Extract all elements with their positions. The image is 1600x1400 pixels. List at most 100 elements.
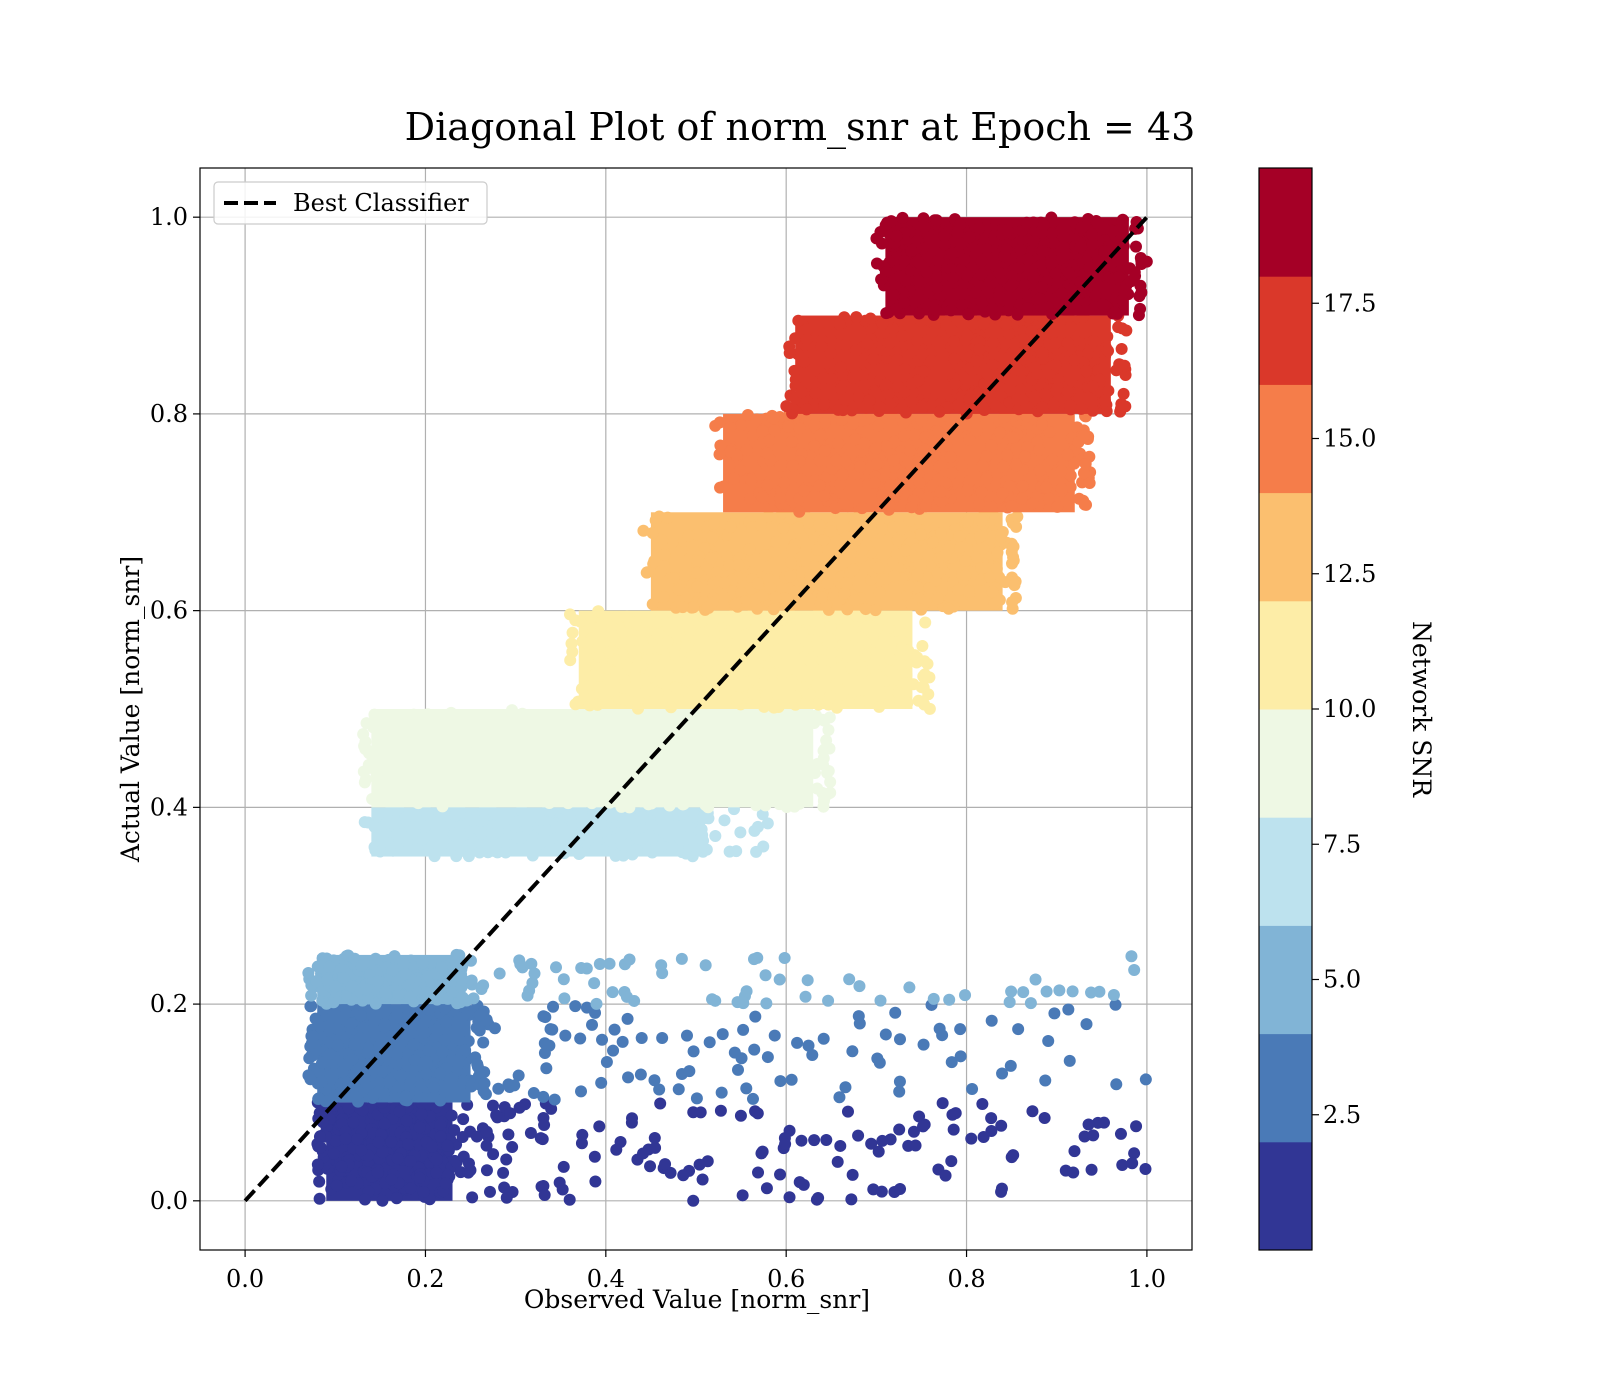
scatter-point [469,762,482,775]
scatter-point [385,1173,398,1186]
scatter-point [767,603,780,616]
scatter-point [1128,1147,1141,1160]
scatter-point [961,484,974,497]
scatter-point [591,698,604,711]
scatter-point [808,1134,821,1147]
scatter-point [945,1056,958,1069]
scatter-point [1005,985,1018,998]
scatter-point [707,718,720,731]
scatter-point [789,690,802,703]
scatter-point [676,819,689,832]
scatter-point [603,728,616,741]
scatter-point [448,809,461,822]
scatter-point [456,779,469,792]
scatter-point [1036,347,1049,360]
scatter-point [302,967,315,980]
scatter-point [419,820,432,833]
scatter-point [778,591,791,604]
scatter-point [813,519,826,532]
y-tick-label: 0.4 [150,793,188,821]
scatter-point [451,1064,464,1077]
scatter-point [1098,222,1111,235]
scatter-point [390,750,403,763]
scatter-point [611,611,624,624]
legend-entry-best-classifier: Best Classifier [293,189,469,217]
scatter-point [508,1079,521,1092]
scatter-point [1080,365,1093,378]
scatter-point [415,833,428,846]
scatter-point [847,563,860,576]
scatter-point [911,568,924,581]
scatter-point [908,429,921,442]
scatter-point [756,491,769,504]
scatter-point [820,635,833,648]
scatter-point [573,804,586,817]
scatter-point [822,724,835,737]
scatter-point [888,570,901,583]
scatter-point [448,1124,461,1137]
scatter-point [1116,213,1129,226]
scatter-point [1021,441,1034,454]
scatter-point [1117,387,1130,400]
legend-frame [213,181,488,225]
scatter-point [688,708,701,721]
scatter-point [665,701,678,714]
scatter-point [939,477,952,490]
colorbar-ticks: 2.5 5.0 7.5 10.0 12.5 15.0 17.5 [1312,289,1376,1129]
scatter-point [1112,270,1125,283]
scatter-point [677,807,690,820]
scatter-point [943,993,956,1006]
scatter-point [677,1169,690,1182]
scatter-point [716,1028,729,1041]
scatter-point [487,1099,500,1112]
scatter-point [623,953,636,966]
scatter-point [898,296,911,309]
scatter-point [736,1189,749,1202]
scatter-point [918,655,931,668]
scatter-point [905,501,918,514]
scatter-point [724,421,737,434]
scatter-point [357,728,370,741]
scatter-point [986,585,999,598]
scatter-point [761,817,774,830]
scatter-point [1126,1157,1139,1170]
scatter-point [933,1022,946,1035]
scatter-point [897,429,910,442]
scatter-point [656,1031,669,1044]
scatter-point [687,1045,700,1058]
scatter-point [1067,1166,1080,1179]
scatter-point [808,440,821,453]
scatter-point [599,716,612,729]
scatter-point [373,1076,386,1089]
scatter-point [446,985,459,998]
scatter-point [1007,554,1020,567]
scatter-point [729,598,742,611]
scatter-point [620,610,633,623]
scatter-point [693,641,706,654]
scatter-point [1002,327,1015,340]
x-tick-label: 0.4 [587,1265,625,1293]
scatter-point [913,476,926,489]
scatter-point [434,1130,447,1143]
scatter-point [890,230,903,243]
scatter-point [1058,242,1071,255]
scatter-point [963,231,976,244]
scatter-point [1061,336,1074,349]
scatter-point [1128,963,1141,976]
scatter-point [860,620,873,633]
scatter-point [1062,266,1075,279]
scatter-point [981,286,994,299]
scatter-point [1120,324,1133,337]
scatter-point [543,714,556,727]
scatter-point [535,781,548,794]
scatter-point [477,1036,490,1049]
scatter-point [734,464,747,477]
scatter-point [1010,459,1023,472]
scatter-point [1047,215,1060,228]
scatter-point [824,334,837,347]
scatter-point [854,631,867,644]
scatter-point [363,747,376,760]
scatter-point [734,1109,747,1122]
scatter-point [456,1130,469,1143]
scatter-point [634,747,647,760]
